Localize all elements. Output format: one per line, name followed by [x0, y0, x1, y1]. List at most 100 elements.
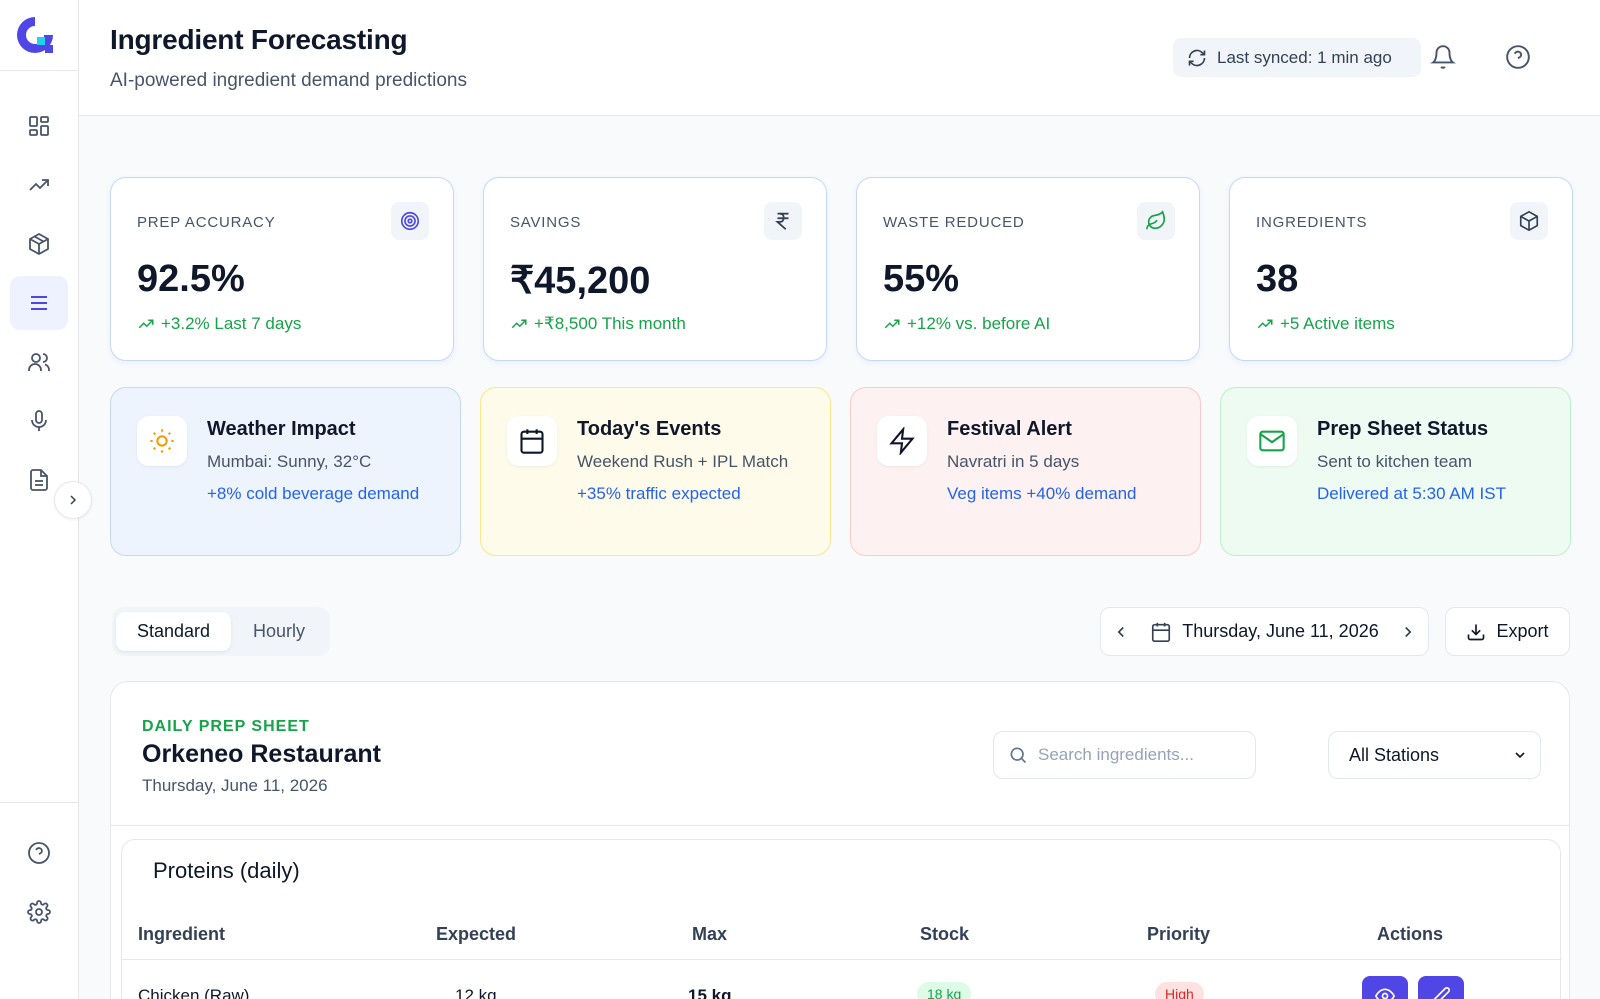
leaf-icon — [1146, 210, 1166, 230]
context-note: +35% traffic expected — [577, 484, 741, 503]
nav-settings[interactable] — [10, 885, 68, 939]
nav-voice[interactable] — [10, 394, 68, 448]
export-button[interactable]: Export — [1445, 607, 1570, 656]
box-icon — [1519, 210, 1539, 232]
stock-badge: 18 kg — [917, 982, 972, 999]
trend-up-icon — [511, 319, 527, 329]
kpi-icon-box — [764, 202, 802, 240]
kpi-icon-box — [391, 202, 429, 240]
kpi-card-waste-reduced: WASTE REDUCED 55% +12% vs. before AI — [856, 177, 1200, 361]
view-button[interactable] — [1362, 976, 1408, 999]
nav-staff[interactable] — [10, 335, 68, 389]
kpi-card-prep-accuracy: PREP ACCURACY 92.5% +3.2% Last 7 days — [110, 177, 454, 361]
kpi-trend: +3.2% Last 7 days — [137, 314, 301, 334]
chevron-right-icon — [70, 495, 77, 505]
help-button[interactable] — [1505, 44, 1531, 70]
sidebar-expand-button[interactable] — [54, 481, 92, 519]
kpi-value: 55% — [883, 258, 960, 300]
kpi-icon-box — [1510, 202, 1548, 240]
sync-status-text: Last synced: 1 min ago — [1217, 47, 1392, 67]
sidebar-divider — [0, 70, 79, 71]
context-title: Today's Events — [577, 418, 722, 440]
context-note: +8% cold beverage demand — [207, 484, 420, 503]
edit-button[interactable] — [1418, 976, 1464, 999]
chevron-left-icon — [1117, 626, 1124, 637]
search-input[interactable] — [1038, 745, 1238, 765]
nav-inventory[interactable] — [10, 217, 68, 271]
prep-sheet-panel: DAILY PREP SHEET Orkeneo Restaurant Thur… — [110, 681, 1570, 999]
calendar-icon — [520, 429, 544, 454]
cell-max: 15 kg — [688, 986, 732, 999]
prep-sheet-status-card: Prep Sheet Status Sent to kitchen team D… — [1220, 387, 1571, 556]
refresh-icon — [1188, 49, 1206, 66]
kpi-card-savings: SAVINGS ₹45,200 +₹8,500 This month — [483, 177, 827, 361]
help-icon — [28, 842, 50, 864]
context-note: Veg items +40% demand — [947, 484, 1137, 503]
mail-icon — [1259, 430, 1285, 452]
context-note: Delivered at 5:30 AM IST — [1317, 484, 1506, 503]
context-subtitle: Navratri in 5 days — [947, 452, 1080, 471]
ingredient-search — [993, 731, 1256, 779]
nav-help[interactable] — [10, 826, 68, 880]
station-filter-select[interactable]: All Stations — [1328, 731, 1541, 779]
chevron-down-icon — [1515, 752, 1525, 759]
prep-sheet-date: Thursday, June 11, 2026 — [142, 776, 328, 795]
settings-icon — [27, 900, 51, 924]
trend-up-icon — [1257, 319, 1273, 329]
target-icon — [400, 211, 420, 231]
page-subtitle: AI-powered ingredient demand predictions — [110, 70, 467, 91]
trend-up-icon — [138, 319, 154, 329]
column-header: Max — [692, 924, 728, 944]
nav-trends[interactable] — [10, 158, 68, 212]
users-icon — [28, 353, 50, 371]
kpi-trend-text: +3.2% Last 7 days — [161, 314, 302, 333]
context-icon-box — [1247, 416, 1297, 466]
document-icon — [30, 469, 48, 491]
festival-alert-card: Festival Alert Navratri in 5 days Veg it… — [850, 387, 1201, 556]
kpi-trend-text: +5 Active items — [1280, 314, 1395, 333]
selected-date: Thursday, June 11, 2026 — [1182, 621, 1379, 641]
context-subtitle: Mumbai: Sunny, 32°C — [207, 452, 372, 471]
section-title: Proteins (daily) — [153, 858, 300, 883]
column-header: Actions — [1377, 924, 1444, 944]
nav-dashboard[interactable] — [10, 99, 68, 153]
context-subtitle: Sent to kitchen team — [1317, 452, 1472, 471]
proteins-section: Proteins (daily) Ingredient Expected Max… — [121, 839, 1562, 999]
weather-impact-card: Weather Impact Mumbai: Sunny, 32°C +8% c… — [110, 387, 461, 556]
download-icon — [1468, 624, 1485, 640]
context-title: Prep Sheet Status — [1317, 418, 1489, 440]
nav-forecasting[interactable] — [10, 276, 68, 330]
context-title: Festival Alert — [947, 418, 1072, 440]
nav-reports[interactable] — [10, 453, 68, 507]
kpi-label: WASTE REDUCED — [883, 214, 1025, 231]
calendar-icon — [1152, 622, 1171, 642]
previous-day-button[interactable] — [1101, 608, 1141, 655]
sync-status-button[interactable]: Last synced: 1 min ago — [1173, 38, 1421, 77]
date-picker[interactable]: Thursday, June 11, 2026 — [1141, 621, 1388, 643]
kpi-label: SAVINGS — [510, 214, 582, 231]
rupee-icon — [775, 212, 789, 230]
kpi-card-ingredients: INGREDIENTS 38 +5 Active items — [1229, 177, 1573, 361]
context-subtitle: Weekend Rush + IPL Match — [577, 452, 789, 471]
station-filter-value: All Stations — [1349, 744, 1440, 765]
next-day-button[interactable] — [1388, 608, 1428, 655]
kpi-value: 92.5% — [137, 258, 245, 300]
kpi-trend: +12% vs. before AI — [883, 314, 1050, 334]
column-header: Ingredient — [138, 924, 226, 944]
lightning-icon — [889, 427, 915, 455]
panel-divider — [111, 825, 1569, 826]
tab-hourly[interactable]: Hourly — [252, 621, 305, 641]
sidebar-divider — [0, 802, 79, 803]
pencil-icon — [1433, 987, 1450, 999]
context-icon-box — [137, 416, 187, 466]
app-logo[interactable] — [14, 14, 56, 56]
chevron-right-icon — [1405, 626, 1412, 637]
tab-standard[interactable]: Standard — [116, 612, 231, 651]
date-navigator: Thursday, June 11, 2026 — [1100, 607, 1429, 656]
export-label: Export — [1496, 621, 1549, 641]
kpi-value: ₹45,200 — [510, 260, 651, 302]
priority-badge: High — [1155, 982, 1204, 999]
eye-icon — [1375, 988, 1395, 999]
package-icon — [29, 232, 49, 256]
notifications-button[interactable] — [1430, 44, 1456, 70]
